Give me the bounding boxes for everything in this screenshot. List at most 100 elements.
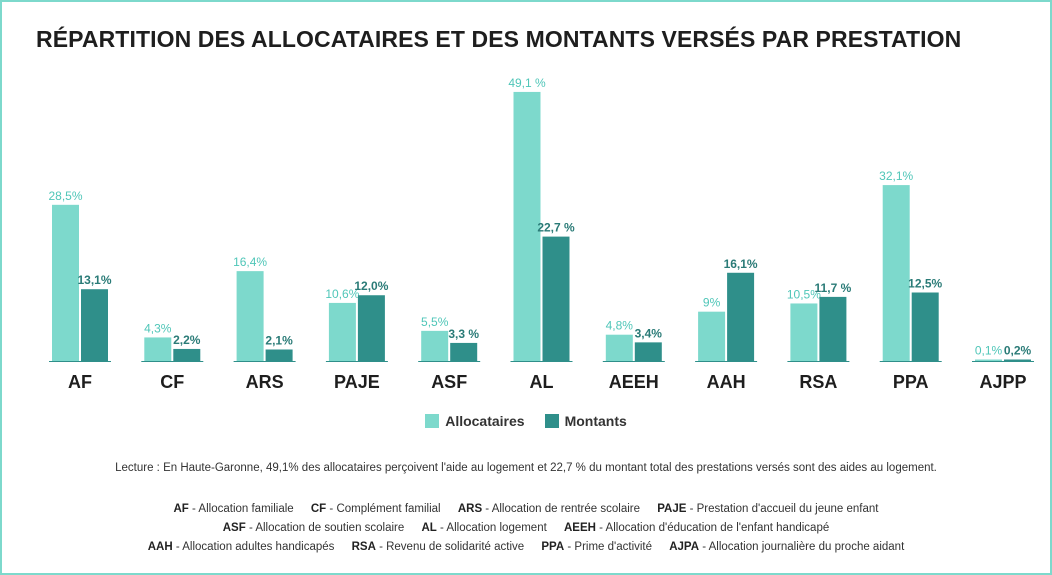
legend-item-montants: Montants: [544, 413, 627, 429]
glossary-text: - Allocation journalière du proche aidan…: [699, 541, 905, 553]
glossary-text: - Allocation de rentrée scolaire: [482, 503, 640, 515]
glossary-entry: PPA - Prime d'activité: [541, 541, 652, 553]
legend-label-allocataires: Allocataires: [445, 413, 525, 429]
bar-allocataires-rsa: [790, 303, 818, 361]
glossary-code: AJPA: [669, 541, 700, 553]
glossary-entry: PAJE - Prestation d'accueil du jeune enf…: [657, 503, 878, 515]
category-label-cf: CF: [160, 372, 184, 392]
glossary-entry: AF - Allocation familiale: [174, 503, 294, 515]
bar-montants-rsa: [819, 296, 847, 361]
legend-swatch-allocataires: [425, 414, 440, 428]
glossary-entry: CF - Complément familial: [311, 503, 441, 515]
glossary-text: - Allocation d'éducation de l'enfant han…: [595, 522, 830, 534]
data-label-allocataires-cf: 4,3%: [144, 321, 172, 335]
bar-allocataires-al: [513, 91, 541, 361]
data-label-montants-al: 22,7 %: [537, 221, 575, 235]
bar-allocataires-paje: [328, 302, 356, 361]
glossary-entry: AJPA - Allocation journalière du proche …: [669, 541, 904, 553]
glossary-code: AAH: [147, 541, 173, 553]
bar-montants-ars: [265, 349, 293, 361]
data-label-allocataires-aeeh: 4,8%: [606, 319, 634, 333]
glossary-code: AF: [173, 503, 189, 515]
glossary-code: ARS: [457, 503, 483, 515]
legend-item-allocataires: Allocataires: [425, 413, 525, 429]
bar-allocataires-aah: [698, 311, 726, 361]
legend: Allocataires Montants: [0, 413, 1052, 429]
abbreviation-glossary: AF - Allocation familiale CF - Complémen…: [0, 500, 1052, 557]
data-label-montants-af: 13,1%: [77, 273, 111, 287]
data-label-montants-aeeh: 3,4%: [635, 326, 663, 340]
glossary-code: CF: [310, 503, 327, 515]
glossary-text: - Prestation d'accueil du jeune enfant: [686, 503, 879, 515]
bar-montants-al: [542, 236, 570, 361]
bar-montants-aah: [727, 272, 755, 361]
bar-chart: 28,5%13,1%AF4,3%2,2%CF16,4%2,1%ARS10,6%1…: [48, 76, 1034, 392]
data-label-allocataires-asf: 5,5%: [421, 315, 449, 329]
legend-swatch-montants: [544, 414, 559, 428]
chart-title: RÉPARTITION DES ALLOCATAIRES ET DES MONT…: [36, 26, 962, 52]
glossary-entry: ASF - Allocation de soutien scolaire: [223, 522, 405, 534]
glossary-entry: AAH - Allocation adultes handicapés: [148, 541, 335, 553]
glossary-code: AEEH: [564, 522, 596, 534]
glossary-text: - Allocation de soutien scolaire: [245, 522, 405, 534]
bar-allocataires-ajpp: [975, 359, 1002, 361]
data-label-montants-paje: 12,0%: [354, 279, 388, 293]
glossary-line: ASF - Allocation de soutien scolaire AL …: [0, 519, 1052, 538]
glossary-line: AF - Allocation familiale CF - Complémen…: [0, 500, 1052, 519]
glossary-code: AL: [421, 522, 437, 534]
bar-montants-ajpp: [1004, 359, 1031, 361]
data-label-allocataires-ppa: 32,1%: [879, 169, 913, 183]
bar-montants-af: [81, 289, 108, 361]
data-label-allocataires-aah: 9%: [703, 296, 721, 310]
glossary-text: - Complément familial: [326, 503, 441, 515]
glossary-entry: ARS - Allocation de rentrée scolaire: [458, 503, 640, 515]
data-label-montants-cf: 2,2%: [173, 333, 201, 347]
category-label-aah: AAH: [707, 372, 746, 392]
glossary-text: - Allocation adultes handicapés: [172, 541, 335, 553]
bar-allocataires-asf: [421, 330, 449, 361]
glossary-text: - Prime d'activité: [564, 541, 653, 553]
glossary-text: - Allocation logement: [436, 522, 547, 534]
data-label-allocataires-af: 28,5%: [48, 189, 82, 203]
data-label-allocataires-al: 49,1 %: [508, 76, 546, 90]
bar-montants-aeeh: [634, 342, 662, 361]
data-label-montants-aah: 16,1%: [724, 257, 758, 271]
glossary-text: - Allocation familiale: [188, 503, 294, 515]
category-label-af: AF: [68, 372, 92, 392]
category-label-rsa: RSA: [799, 372, 837, 392]
category-label-ars: ARS: [246, 372, 284, 392]
bar-allocataires-aeeh: [605, 334, 633, 361]
bar-montants-asf: [450, 342, 478, 361]
glossary-entry: AEEH - Allocation d'éducation de l'enfan…: [564, 522, 829, 534]
glossary-code: RSA: [351, 541, 376, 553]
data-label-allocataires-paje: 10,6%: [325, 287, 359, 301]
category-label-ajpp: AJPP: [979, 372, 1026, 392]
category-label-al: AL: [530, 372, 554, 392]
bar-montants-ppa: [911, 292, 939, 361]
data-label-allocataires-ars: 16,4%: [233, 255, 267, 269]
bar-montants-cf: [173, 348, 201, 361]
glossary-line: AAH - Allocation adultes handicapés RSA …: [0, 538, 1052, 557]
glossary-code: PAJE: [657, 503, 687, 515]
data-label-montants-rsa: 11,7 %: [815, 281, 852, 295]
data-label-montants-ppa: 12,5%: [908, 277, 942, 291]
bar-montants-paje: [357, 295, 385, 361]
data-label-allocataires-rsa: 10,5%: [787, 287, 821, 301]
glossary-entry: AL - Allocation logement: [422, 522, 547, 534]
category-label-ppa: PPA: [893, 372, 929, 392]
category-label-aeeh: AEEH: [609, 372, 659, 392]
data-label-allocataires-ajpp: 0,1%: [975, 344, 1003, 358]
glossary-entry: RSA - Revenu de solidarité active: [352, 541, 525, 553]
bar-allocataires-ppa: [882, 185, 910, 361]
category-label-paje: PAJE: [334, 372, 380, 392]
legend-label-montants: Montants: [564, 413, 627, 429]
bar-allocataires-af: [52, 204, 79, 361]
data-label-montants-asf: 3,3 %: [448, 327, 479, 341]
category-label-asf: ASF: [431, 372, 467, 392]
glossary-code: ASF: [222, 522, 246, 534]
data-label-montants-ajpp: 0,2%: [1004, 344, 1032, 358]
bar-allocataires-cf: [144, 337, 172, 361]
bar-allocataires-ars: [236, 271, 264, 361]
reading-note: Lecture : En Haute-Garonne, 49,1% des al…: [115, 462, 937, 474]
